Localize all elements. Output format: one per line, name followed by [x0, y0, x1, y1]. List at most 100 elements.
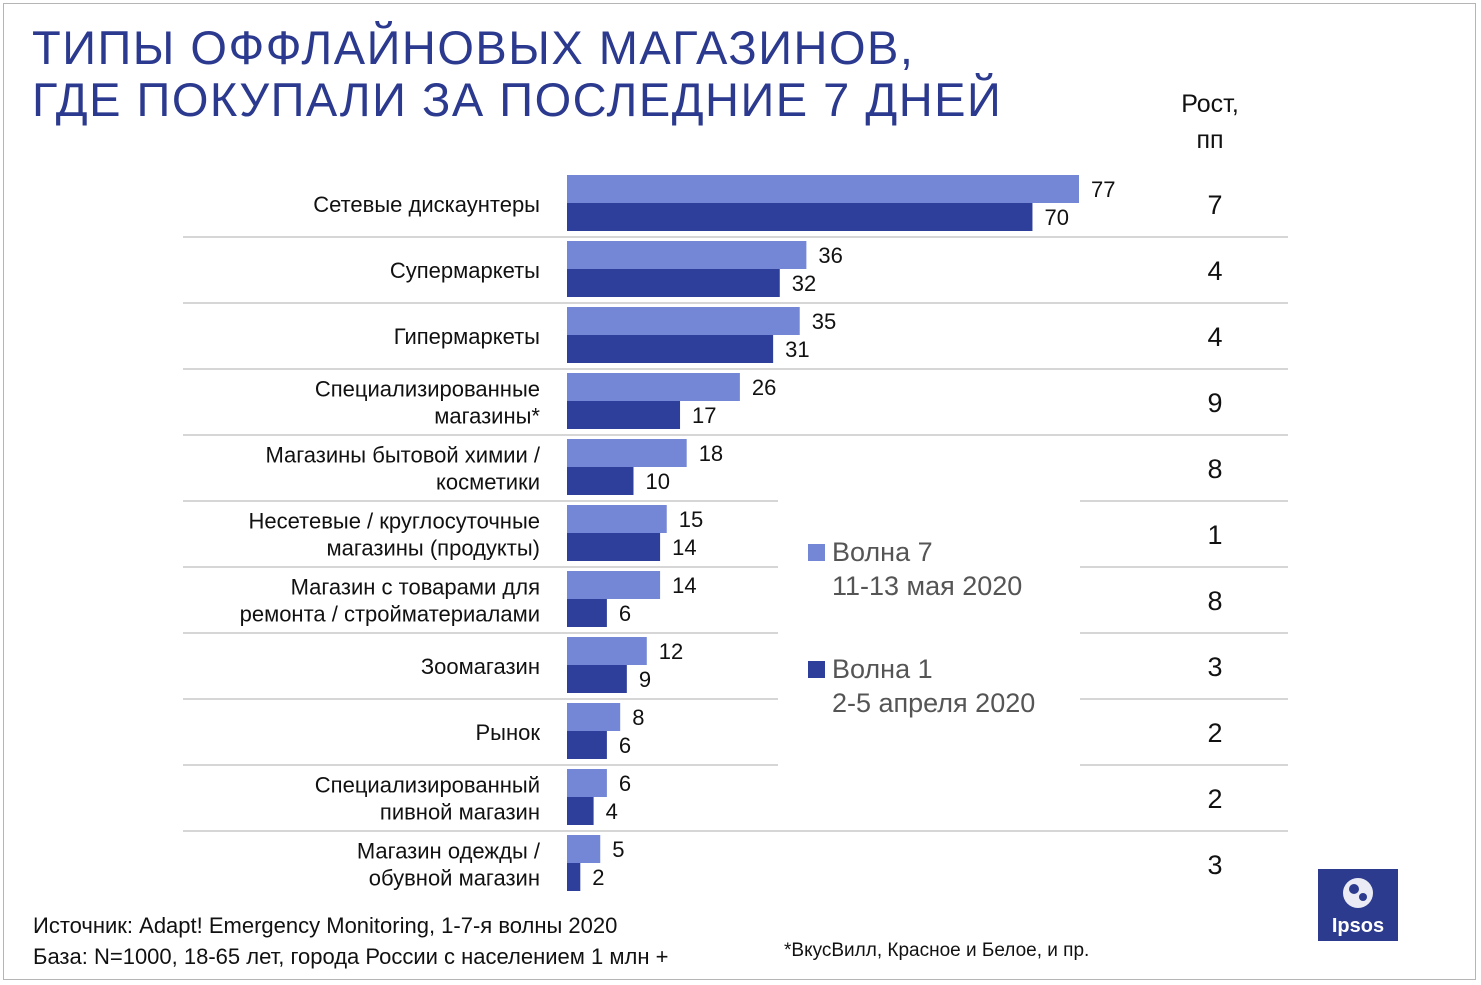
growth-value: 8 [1207, 454, 1222, 484]
source-line-1: Источник: Adapt! Emergency Monitoring, 1… [33, 913, 618, 938]
bar-wave7 [567, 835, 601, 863]
source-line-2: База: N=1000, 18-65 лет, города России с… [33, 944, 669, 969]
growth-value: 9 [1207, 388, 1222, 418]
growth-header-line-2: пп [1196, 126, 1224, 154]
bar-wave7 [567, 769, 607, 797]
category-label-line: косметики [436, 470, 540, 495]
data-label: 8 [632, 705, 644, 730]
category-label-line: Магазины бытовой химии / [265, 443, 540, 468]
bar-wave7 [567, 241, 807, 269]
category-label-line: магазины* [434, 404, 540, 429]
category-label: Магазин одежды / обувной магазин [357, 839, 541, 891]
data-label: 35 [812, 309, 836, 334]
category-label-line: Специализированный [315, 773, 540, 798]
bar-wave7 [567, 571, 661, 599]
growth-value: 3 [1207, 652, 1222, 682]
title-line-1: ТИПЫ ОФФЛАЙНОВЫХ МАГАЗИНОВ, [32, 21, 915, 74]
bar-wave1 [567, 797, 594, 825]
growth-header-line-1: Рост, [1181, 90, 1239, 118]
bar-wave1 [567, 863, 581, 891]
legend-wave1-line-2: 2-5 апреля 2020 [832, 688, 1036, 718]
legend-swatch-wave1 [808, 661, 825, 678]
source-note: Источник: Adapt! Emergency Monitoring, 1… [33, 910, 668, 972]
footnote: *ВкусВилл, Красное и Белое, и пр. [784, 940, 1090, 961]
data-label: 14 [672, 573, 696, 598]
bar-wave1 [567, 269, 780, 297]
category-label-line: Сетевые дискаунтеры [313, 192, 540, 217]
category-label-line: Несетевые / круглосуточные [249, 509, 540, 534]
bar-wave1 [567, 665, 627, 693]
category-label: Рынок [476, 720, 541, 745]
title-line-2: ГДЕ ПОКУПАЛИ ЗА ПОСЛЕДНИЕ 7 ДНЕЙ [32, 73, 1003, 126]
growth-value: 4 [1207, 256, 1222, 286]
data-label: 6 [619, 601, 631, 626]
legend-swatch-wave7 [808, 544, 825, 561]
chart-legend: Волна 7 11-13 мая 2020 Волна 1 2-5 апрел… [808, 535, 1035, 769]
data-label: 17 [692, 403, 716, 428]
category-label: Супермаркеты [390, 258, 540, 283]
bar-wave1 [567, 599, 607, 627]
chart-title: ТИПЫ ОФФЛАЙНОВЫХ МАГАЗИНОВ, ГДЕ ПОКУПАЛИ… [32, 22, 1002, 126]
data-label: 10 [645, 469, 669, 494]
bar-wave7 [567, 175, 1079, 203]
category-label-line: Гипермаркеты [394, 324, 540, 349]
bar-wave7 [567, 307, 800, 335]
category-label-line: пивной магазин [380, 800, 540, 825]
bar-wave7 [567, 505, 667, 533]
growth-value: 2 [1207, 784, 1222, 814]
category-label-line: ремонта / стройматериалами [240, 602, 540, 627]
category-label: Несетевые / круглосуточные магазины (прод… [249, 509, 540, 561]
category-label: Сетевые дискаунтеры [313, 192, 540, 217]
category-label-line: Магазин с товарами для [291, 575, 540, 600]
category-label: Гипермаркеты [394, 324, 540, 349]
bar-wave1 [567, 731, 607, 759]
growth-value: 7 [1207, 190, 1222, 220]
category-label: Магазины бытовой химии / косметики [265, 443, 540, 495]
legend-item-wave1: Волна 1 2-5 апреля 2020 [808, 652, 1035, 720]
data-label: 2 [592, 865, 604, 890]
bar-wave1 [567, 467, 634, 495]
category-label: Зоомагазин [421, 654, 540, 679]
logo-silhouette-icon [1343, 878, 1373, 908]
bar-wave1 [567, 533, 661, 561]
category-label-line: Магазин одежды / [357, 839, 541, 864]
category-label: Специализированный пивной магазин [315, 773, 540, 825]
data-label: 77 [1091, 177, 1115, 202]
growth-value: 2 [1207, 718, 1222, 748]
data-label: 5 [612, 837, 624, 862]
category-label-line: обувной магазин [369, 866, 540, 891]
category-label: Магазин с товарами для ремонта / строймат… [240, 575, 540, 627]
data-label: 6 [619, 733, 631, 758]
category-label-line: Рынок [476, 720, 541, 745]
growth-value: 8 [1207, 586, 1222, 616]
legend-wave7-line-2: 11-13 мая 2020 [832, 571, 1023, 601]
category-label-line: Супермаркеты [390, 258, 540, 283]
data-label: 31 [785, 337, 809, 362]
bar-wave1 [567, 335, 774, 363]
category-label: Специализированные магазины* [315, 377, 541, 429]
legend-item-wave7: Волна 7 11-13 мая 2020 [808, 535, 1035, 603]
bar-wave7 [567, 637, 647, 665]
data-label: 26 [752, 375, 776, 400]
category-label-line: Специализированные [315, 377, 540, 402]
bar-wave1 [567, 203, 1033, 231]
data-label: 12 [659, 639, 683, 664]
growth-value: 3 [1207, 850, 1222, 880]
data-label: 6 [619, 771, 631, 796]
growth-value: 1 [1207, 520, 1222, 550]
data-label: 36 [818, 243, 842, 268]
growth-value: 4 [1207, 322, 1222, 352]
data-label: 70 [1044, 205, 1068, 230]
data-label: 9 [639, 667, 651, 692]
data-label: 4 [606, 799, 618, 824]
data-label: 18 [699, 441, 723, 466]
slide-frame [3, 3, 1476, 980]
ipsos-logo: Ipsos [1318, 869, 1398, 941]
legend-wave7-line-1: Волна 7 [832, 537, 933, 567]
category-label-line: магазины (продукты) [327, 536, 541, 561]
data-label: 14 [672, 535, 696, 560]
bar-wave7 [567, 703, 621, 731]
bar-wave7 [567, 439, 687, 467]
legend-wave1-line-1: Волна 1 [832, 654, 933, 684]
logo-text: Ipsos [1331, 915, 1385, 937]
